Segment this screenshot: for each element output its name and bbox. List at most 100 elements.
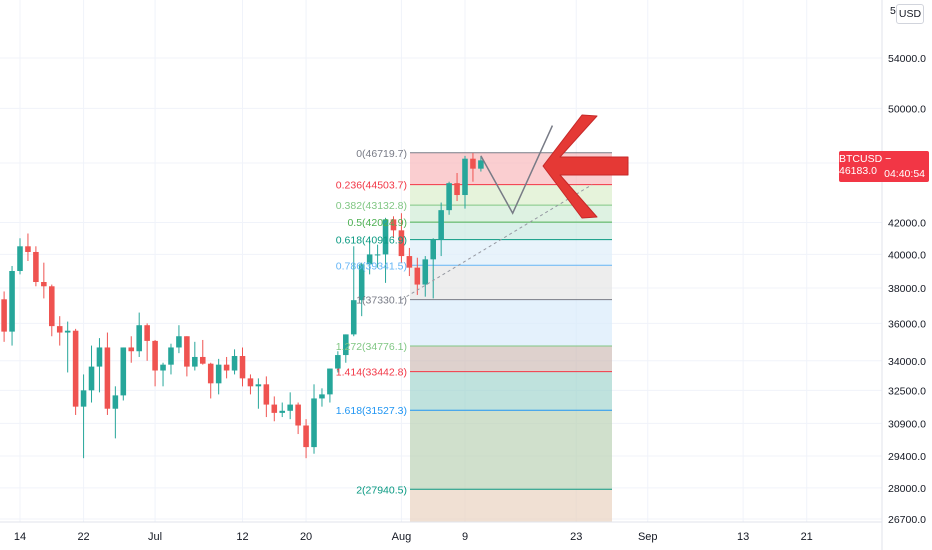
x-tick-label: 9 [462,531,468,543]
candle [255,378,262,409]
fib-zone [410,222,612,240]
fib-level-label: 1(37330.1) [356,295,407,307]
candle [358,262,365,317]
candle [192,341,198,371]
fib-level-label: 1.272(34776.1) [336,341,407,353]
candle [9,265,15,346]
candle [120,347,127,401]
candle [271,396,278,422]
candle [128,336,135,363]
candle-body [1,299,7,332]
candle [56,316,63,346]
candle [152,339,158,387]
candle [438,202,444,257]
candle-body [120,347,127,396]
candle [303,419,309,459]
candle [247,374,254,395]
candle-body [136,325,142,352]
x-tick-label: Jul [148,531,162,543]
x-tick-label: 23 [570,531,582,543]
bar-countdown: 04:40:54 [884,168,925,180]
candle-body [398,230,405,257]
candle [343,334,349,363]
candle [41,262,47,299]
candle-body [335,355,341,369]
fib-level-label: 0(46719.7) [356,148,407,160]
candle [462,155,468,209]
candle [104,332,111,415]
candle-body [56,326,63,333]
candle [49,284,55,337]
candle-body [327,368,333,395]
price-axis[interactable]: 5 54000.050000.046000.042000.040000.0380… [881,0,926,550]
candle [144,323,150,361]
candle [112,386,119,439]
candle-body [168,347,174,365]
fib-level-label: 1.618(31527.3) [336,405,407,417]
candle-body [128,347,135,352]
candle-body [263,384,270,405]
candle-body [17,246,23,271]
candle [184,336,190,377]
candle-body [446,183,452,211]
candle [168,343,174,375]
candle [136,312,142,357]
candle-body [104,347,111,409]
drawings [401,125,593,301]
candle-body [33,251,39,283]
candle [398,213,405,263]
candle [1,291,7,342]
left-arrow-icon [542,114,629,219]
candle-body [438,210,444,240]
y-tick-label: 28000.0 [888,483,926,495]
fib-zone [410,371,612,411]
candle [72,328,79,415]
y-tick-label: 38000.0 [888,283,926,295]
candle-body [207,363,214,384]
fib-zone [410,410,612,490]
candle-body [223,364,230,371]
candle-body [231,356,238,371]
candle-body [422,259,429,285]
candle-body [255,384,262,387]
candle-body [184,336,190,367]
candle-body [64,330,71,333]
candle [88,345,95,403]
candle [406,247,413,277]
fib-zone [410,205,612,223]
candle [390,216,397,239]
time-axis[interactable]: 14 22 Jul 12 20 Aug 9 23 Sep 13 21 [0,521,882,543]
candle-body [88,366,95,391]
candle-body [374,254,381,256]
candle [454,172,460,202]
currency-button[interactable]: USD [896,4,924,24]
candle-body [160,364,166,371]
candle [374,244,381,268]
fib-level-label: 2(27940.5) [356,484,407,496]
fib-level-label: 0.5(42024.9) [347,217,407,229]
candle-body [390,219,397,231]
x-tick-label: 21 [801,531,813,543]
fib-zone [410,346,612,372]
candle-body [406,256,413,268]
y-tick-label: 34000.0 [888,356,926,368]
x-tick-label: 13 [737,531,749,543]
fib-zone [410,265,612,300]
candle [33,246,39,287]
y-tick-label: 54000.0 [888,53,926,65]
x-tick-label: 12 [236,531,248,543]
candle [223,356,230,379]
candle-body [96,347,103,367]
x-tick-label: 14 [14,531,26,543]
candle [263,376,270,418]
candle [199,339,206,365]
candle [382,217,389,283]
candle [279,402,286,418]
candle [64,321,71,373]
candle [80,374,87,459]
candle [231,349,238,375]
candle-body [358,264,365,301]
dashed-trendline [401,184,593,301]
candle-body [144,325,150,341]
